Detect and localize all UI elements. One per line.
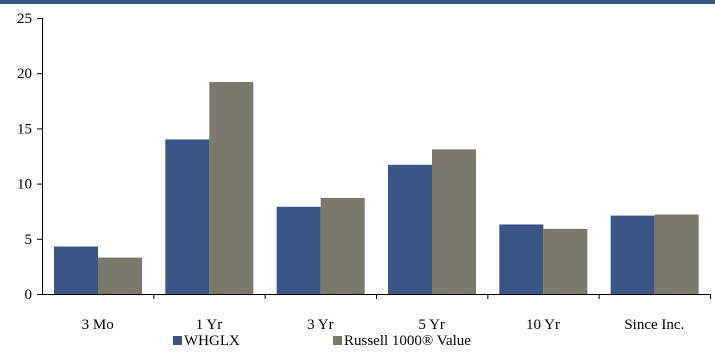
legend-label: Russell 1000® Value <box>344 333 471 349</box>
x-tick-label: 3 Mo <box>82 317 114 333</box>
x-tick-label: Since Inc. <box>624 317 684 333</box>
y-axis-ticks: 0 5 10 15 20 25 <box>17 11 42 303</box>
bar-russell-1000-value-2 <box>320 197 365 294</box>
bar-whglx-3 <box>388 164 432 294</box>
y-tick-label: 0 <box>25 287 33 303</box>
legend: WHGLX Russell 1000® Value <box>173 333 471 349</box>
header-band <box>0 0 715 4</box>
x-tick-label: 3 Yr <box>307 317 334 333</box>
bar-whglx-5 <box>610 215 655 294</box>
legend-label: WHGLX <box>184 333 240 349</box>
bar-whglx-1 <box>165 139 210 294</box>
bar-russell-1000-value-4 <box>543 228 588 294</box>
x-tick-label: 10 Yr <box>526 317 560 333</box>
y-tick-label: 5 <box>25 232 33 248</box>
bar-russell-1000-value-5 <box>654 214 699 294</box>
bar-whglx-2 <box>276 206 321 294</box>
y-tick-label: 15 <box>17 121 32 137</box>
x-tick-label: 1 Yr <box>196 317 223 333</box>
bar-russell-1000-value-0 <box>98 257 142 294</box>
bar-group <box>54 82 699 294</box>
bar-whglx-4 <box>499 224 544 294</box>
x-axis-ticks: 3 Mo 1 Yr 3 Yr 5 Yr 10 Yr Since Inc. <box>82 294 711 333</box>
y-tick-label: 25 <box>17 11 32 27</box>
y-tick-label: 20 <box>17 66 32 82</box>
legend-swatch <box>173 336 182 345</box>
bar-russell-1000-value-3 <box>432 149 476 294</box>
bar-russell-1000-value-1 <box>209 82 254 294</box>
y-tick-label: 10 <box>17 177 32 193</box>
bar-whglx-0 <box>54 246 98 294</box>
x-tick-label: 5 Yr <box>418 317 445 333</box>
legend-swatch <box>333 336 342 345</box>
